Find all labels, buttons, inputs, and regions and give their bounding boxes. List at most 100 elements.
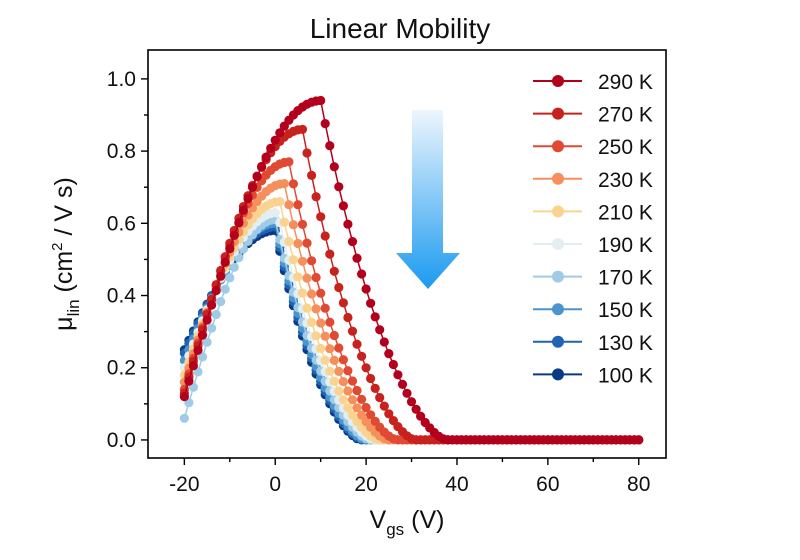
- data-point: [307, 289, 317, 299]
- data-point: [338, 377, 348, 387]
- x-tick-label: 80: [627, 473, 650, 496]
- data-point: [357, 351, 367, 361]
- y-tick-label: 0.4: [107, 285, 137, 308]
- data-point: [229, 230, 239, 240]
- data-point: [270, 135, 280, 145]
- data-point: [397, 379, 408, 389]
- legend-item: 130 K: [533, 332, 653, 355]
- data-point: [197, 352, 208, 362]
- chart-title: Linear Mobility: [310, 13, 491, 44]
- data-point: [388, 359, 398, 370]
- legend-item: 230 K: [533, 169, 653, 192]
- legend-item: 150 K: [533, 299, 653, 322]
- data-point: [307, 317, 317, 327]
- data-point: [184, 376, 194, 386]
- x-tick-label: 0: [269, 473, 281, 496]
- data-point: [316, 318, 326, 328]
- y-tick-label: 0.0: [107, 429, 136, 452]
- x-tick-label: 40: [445, 473, 468, 496]
- data-point: [247, 182, 258, 192]
- data-point: [229, 262, 239, 272]
- data-point: [329, 162, 339, 172]
- data-point: [379, 337, 389, 347]
- legend-label: 170 K: [598, 267, 653, 290]
- legend-label: 270 K: [598, 104, 653, 127]
- data-point: [366, 410, 376, 420]
- data-point: [316, 212, 326, 222]
- data-point: [325, 366, 335, 376]
- data-point: [293, 200, 303, 210]
- data-point: [334, 282, 344, 293]
- y-tick-label: 0.8: [107, 140, 136, 163]
- data-point: [275, 128, 285, 138]
- data-point: [338, 201, 348, 211]
- legend-label: 150 K: [598, 299, 653, 322]
- series-290k: [179, 95, 644, 445]
- data-point: [329, 355, 339, 365]
- legend-label: 130 K: [598, 332, 653, 355]
- data-point: [411, 404, 421, 414]
- data-point: [357, 394, 367, 404]
- data-point: [366, 373, 376, 384]
- data-point: [202, 315, 212, 325]
- data-point: [288, 179, 298, 189]
- data-point: [347, 395, 358, 405]
- data-point: [338, 355, 348, 365]
- data-point: [311, 192, 321, 202]
- data-point: [216, 297, 226, 307]
- data-point: [338, 298, 348, 308]
- legend-marker: [552, 107, 564, 120]
- y-tick-label: 1.0: [107, 68, 136, 91]
- data-point: [357, 269, 367, 279]
- data-point: [316, 343, 326, 353]
- data-point: [297, 256, 308, 266]
- data-point: [379, 401, 389, 411]
- data-point: [297, 124, 308, 134]
- data-point: [384, 409, 394, 419]
- data-point: [288, 220, 298, 230]
- data-point: [302, 148, 312, 158]
- data-point: [361, 284, 371, 294]
- legend-item: 100 K: [533, 364, 653, 387]
- legend-item: 170 K: [533, 267, 653, 290]
- x-tick-label: 20: [354, 473, 377, 496]
- data-point: [279, 179, 289, 189]
- x-axis-title: Vgs (V): [370, 506, 445, 539]
- data-point: [266, 143, 276, 153]
- data-point: [343, 386, 353, 396]
- data-point: [316, 288, 326, 298]
- data-point: [329, 330, 339, 341]
- data-point: [297, 288, 308, 298]
- legend-marker: [552, 172, 564, 185]
- data-point: [366, 298, 376, 308]
- legend-label: 100 K: [598, 364, 653, 387]
- legend-marker: [552, 270, 564, 283]
- data-point: [288, 255, 298, 265]
- data-point: [320, 231, 330, 241]
- legend-label: 290 K: [598, 71, 653, 94]
- data-point: [238, 205, 248, 215]
- data-point: [320, 331, 330, 341]
- data-point: [207, 323, 217, 333]
- series-150k: [179, 218, 644, 445]
- axes: [147, 49, 667, 459]
- legend-marker: [552, 205, 564, 218]
- data-point: [343, 366, 353, 376]
- data-point: [302, 273, 312, 283]
- series-270k: [179, 124, 644, 445]
- data-point: [329, 266, 339, 276]
- legend-item: 250 K: [533, 136, 653, 159]
- data-point: [352, 403, 362, 413]
- legend: 290 K 270 K 250 K 230 K 210 K 190 K 170 K 150 K…: [533, 71, 653, 387]
- legend-marker: [552, 368, 564, 381]
- data-point: [311, 331, 321, 341]
- data-point: [334, 343, 344, 353]
- legend-marker: [552, 238, 564, 250]
- data-point: [338, 395, 348, 405]
- temperature-decrease-arrow-icon: [396, 110, 460, 289]
- data-point: [216, 271, 226, 281]
- data-point: [302, 238, 312, 248]
- data-point: [347, 410, 358, 420]
- data-point: [343, 312, 353, 323]
- data-point: [416, 411, 426, 421]
